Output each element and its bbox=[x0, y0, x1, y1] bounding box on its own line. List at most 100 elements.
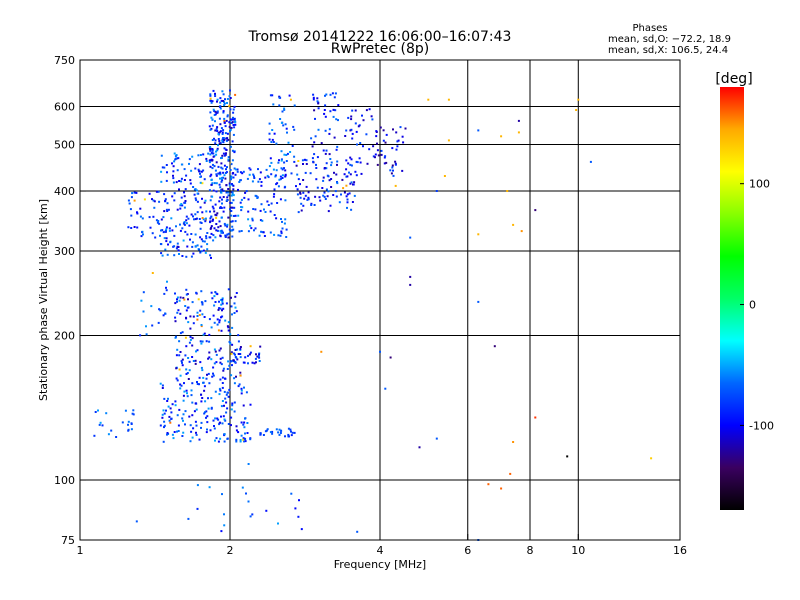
data-point bbox=[240, 206, 243, 208]
data-point bbox=[311, 157, 314, 160]
data-point bbox=[250, 227, 253, 230]
data-point bbox=[192, 252, 195, 255]
data-point bbox=[299, 191, 302, 194]
data-point bbox=[201, 301, 204, 304]
data-point bbox=[256, 197, 259, 199]
data-point bbox=[266, 174, 269, 177]
data-point bbox=[259, 432, 262, 435]
data-point bbox=[230, 194, 233, 197]
data-point bbox=[223, 119, 226, 122]
data-point bbox=[141, 217, 144, 220]
grid-lines bbox=[80, 60, 680, 540]
data-point bbox=[179, 387, 182, 390]
data-point bbox=[206, 415, 209, 418]
data-point bbox=[325, 162, 328, 165]
data-point bbox=[336, 145, 339, 148]
data-point bbox=[178, 180, 181, 182]
data-point bbox=[230, 163, 233, 166]
data-point bbox=[268, 122, 271, 125]
data-point bbox=[269, 94, 272, 97]
data-point bbox=[279, 234, 282, 237]
data-point bbox=[223, 121, 226, 124]
data-point bbox=[221, 138, 224, 141]
data-point bbox=[332, 194, 335, 196]
data-point bbox=[183, 390, 186, 393]
data-point bbox=[310, 202, 313, 205]
data-point bbox=[219, 186, 222, 189]
data-point bbox=[350, 128, 353, 131]
data-point bbox=[225, 199, 228, 202]
data-point bbox=[239, 353, 242, 355]
data-point bbox=[201, 240, 204, 243]
data-point bbox=[239, 348, 242, 351]
data-point bbox=[225, 302, 228, 305]
data-point bbox=[231, 343, 234, 346]
data-point bbox=[300, 528, 303, 531]
data-point bbox=[160, 170, 163, 173]
data-point bbox=[350, 118, 353, 121]
data-point bbox=[115, 436, 118, 438]
data-point bbox=[172, 174, 174, 177]
data-point bbox=[237, 188, 239, 191]
data-point bbox=[200, 250, 203, 253]
data-point bbox=[157, 220, 160, 222]
data-point bbox=[196, 217, 198, 220]
data-point bbox=[208, 351, 211, 354]
data-point bbox=[355, 160, 358, 163]
x-axis: 1 2 4 6 8 10 16 bbox=[77, 534, 687, 557]
data-point bbox=[211, 167, 214, 170]
data-point bbox=[196, 383, 199, 385]
data-point bbox=[221, 188, 224, 191]
data-point bbox=[285, 160, 288, 162]
data-point bbox=[191, 337, 194, 340]
data-point bbox=[184, 354, 187, 357]
data-point bbox=[214, 120, 216, 123]
data-point bbox=[359, 142, 362, 144]
data-point bbox=[230, 214, 233, 217]
data-point bbox=[221, 298, 224, 301]
data-point bbox=[332, 108, 335, 111]
data-point bbox=[322, 176, 325, 179]
data-point bbox=[219, 207, 222, 209]
data-point bbox=[185, 309, 188, 312]
data-point bbox=[272, 168, 275, 171]
data-point bbox=[376, 163, 379, 166]
data-point bbox=[401, 169, 404, 172]
data-point bbox=[183, 382, 185, 385]
data-point bbox=[130, 428, 133, 431]
data-point bbox=[174, 158, 177, 161]
data-point bbox=[487, 483, 490, 486]
data-point bbox=[157, 190, 160, 193]
data-point bbox=[240, 421, 243, 424]
data-point bbox=[261, 219, 264, 222]
data-point bbox=[329, 110, 332, 113]
data-point bbox=[280, 150, 283, 153]
data-point bbox=[244, 191, 247, 194]
data-point bbox=[214, 390, 217, 393]
data-point bbox=[253, 229, 255, 232]
data-point bbox=[281, 227, 284, 230]
data-point bbox=[312, 98, 315, 101]
data-point bbox=[177, 157, 180, 160]
data-point bbox=[220, 303, 223, 306]
data-point bbox=[283, 153, 286, 156]
x-tick-label: 16 bbox=[673, 544, 687, 557]
data-point bbox=[232, 359, 235, 362]
data-point bbox=[303, 158, 306, 161]
data-point bbox=[221, 198, 223, 201]
data-point bbox=[159, 243, 162, 245]
data-point bbox=[306, 198, 309, 201]
data-point bbox=[196, 244, 199, 247]
data-point bbox=[172, 177, 175, 180]
data-point bbox=[174, 400, 177, 403]
data-point bbox=[192, 215, 194, 218]
data-point bbox=[179, 207, 182, 210]
x-tick-label: 10 bbox=[571, 544, 585, 557]
data-point bbox=[199, 361, 202, 364]
data-point bbox=[237, 214, 240, 217]
data-point bbox=[208, 318, 211, 321]
data-point bbox=[199, 227, 202, 230]
data-point bbox=[194, 402, 197, 405]
data-point bbox=[274, 175, 277, 178]
data-point bbox=[243, 437, 246, 440]
